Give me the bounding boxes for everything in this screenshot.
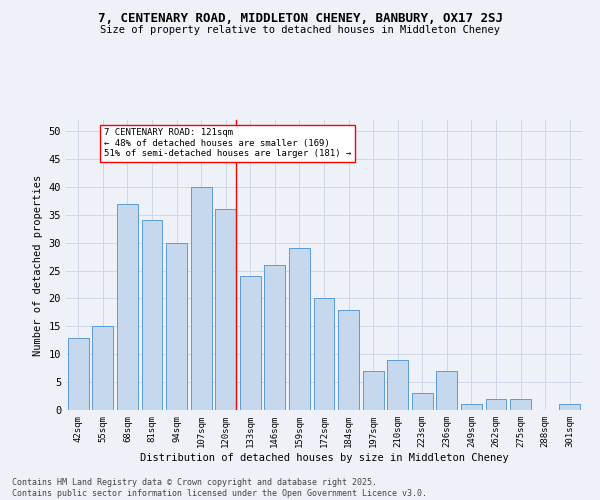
Y-axis label: Number of detached properties: Number of detached properties xyxy=(33,174,43,356)
Bar xyxy=(485,399,506,410)
Bar xyxy=(215,209,236,410)
Bar xyxy=(289,248,310,410)
Bar xyxy=(191,187,212,410)
Bar xyxy=(68,338,89,410)
Bar xyxy=(166,242,187,410)
Bar xyxy=(461,404,482,410)
X-axis label: Distribution of detached houses by size in Middleton Cheney: Distribution of detached houses by size … xyxy=(140,452,508,462)
Bar xyxy=(92,326,113,410)
Bar xyxy=(436,371,457,410)
Bar xyxy=(338,310,359,410)
Bar xyxy=(510,399,531,410)
Bar xyxy=(240,276,261,410)
Text: Contains HM Land Registry data © Crown copyright and database right 2025.
Contai: Contains HM Land Registry data © Crown c… xyxy=(12,478,427,498)
Bar xyxy=(412,394,433,410)
Bar xyxy=(387,360,408,410)
Text: Size of property relative to detached houses in Middleton Cheney: Size of property relative to detached ho… xyxy=(100,25,500,35)
Bar xyxy=(142,220,163,410)
Bar xyxy=(362,371,383,410)
Bar xyxy=(314,298,334,410)
Bar xyxy=(265,265,286,410)
Text: 7, CENTENARY ROAD, MIDDLETON CHENEY, BANBURY, OX17 2SJ: 7, CENTENARY ROAD, MIDDLETON CHENEY, BAN… xyxy=(97,12,503,26)
Text: 7 CENTENARY ROAD: 121sqm
← 48% of detached houses are smaller (169)
51% of semi-: 7 CENTENARY ROAD: 121sqm ← 48% of detach… xyxy=(104,128,352,158)
Bar xyxy=(559,404,580,410)
Bar xyxy=(117,204,138,410)
